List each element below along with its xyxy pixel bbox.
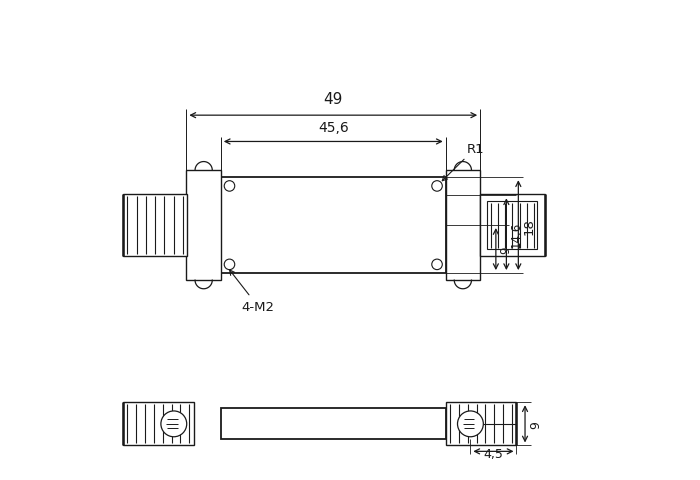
Bar [122, 195, 188, 257]
Circle shape [224, 260, 234, 270]
Circle shape [224, 181, 234, 192]
Text: 45,6: 45,6 [318, 120, 349, 134]
Text: 4-M2: 4-M2 [230, 270, 274, 313]
Text: 18: 18 [522, 217, 536, 234]
Circle shape [432, 260, 442, 270]
Text: 49: 49 [323, 91, 343, 107]
Text: R1: R1 [442, 142, 484, 181]
Circle shape [161, 411, 187, 437]
Text: 14,6: 14,6 [510, 222, 523, 248]
Bar [446, 171, 480, 281]
Text: 9: 9 [529, 420, 542, 428]
Bar [186, 171, 221, 281]
Bar [446, 403, 517, 445]
Bar [221, 178, 446, 274]
Bar [487, 202, 538, 250]
Bar [221, 408, 446, 440]
Circle shape [458, 411, 483, 437]
Bar [480, 195, 545, 257]
Bar [122, 403, 194, 445]
Circle shape [432, 181, 442, 192]
Text: 4,5: 4,5 [484, 446, 503, 460]
Text: 9: 9 [500, 246, 512, 253]
